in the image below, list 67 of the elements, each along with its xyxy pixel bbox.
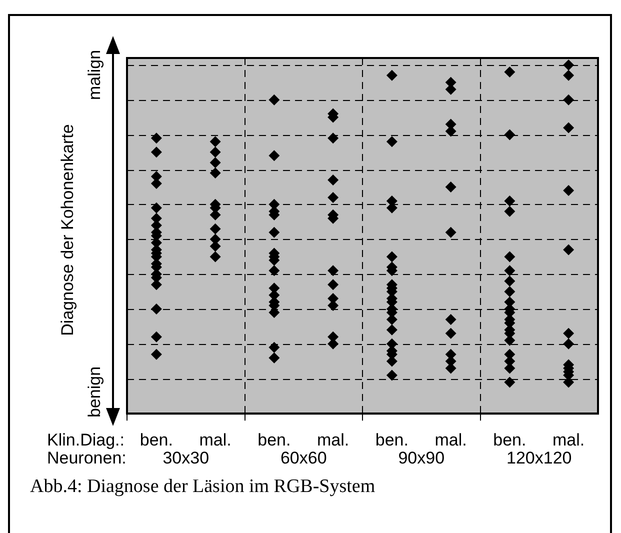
point <box>504 265 516 276</box>
point <box>563 328 574 339</box>
text: 30x30 <box>162 448 210 468</box>
point <box>504 251 516 262</box>
point <box>445 226 456 238</box>
point <box>210 136 221 148</box>
point <box>268 265 280 276</box>
point <box>386 370 398 381</box>
point <box>268 94 280 106</box>
x-tick-label: ben. <box>375 430 408 450</box>
point <box>563 122 574 134</box>
point <box>268 150 280 162</box>
text: 60x60 <box>280 448 327 468</box>
point <box>328 265 339 276</box>
point <box>150 146 162 158</box>
point <box>563 244 574 256</box>
point <box>386 70 398 81</box>
point <box>563 59 574 70</box>
point <box>150 348 162 360</box>
x-tick-label: mal. <box>317 430 350 450</box>
point <box>328 132 339 144</box>
point <box>150 331 162 342</box>
text: Klin.Diag.: <box>47 430 124 450</box>
point <box>328 192 339 203</box>
y-axis-title: Diagnose der Kohonenkarte <box>58 124 78 336</box>
point <box>386 324 398 336</box>
point <box>563 94 574 106</box>
text: Neuronen: <box>47 448 126 468</box>
point <box>268 226 280 238</box>
point <box>445 181 456 192</box>
point <box>268 342 280 353</box>
point <box>268 352 280 364</box>
point <box>563 70 574 81</box>
x-tick-label: mal. <box>434 430 467 450</box>
point <box>563 184 574 196</box>
x-tick-label: ben. <box>493 430 526 450</box>
point <box>150 132 162 144</box>
point <box>150 202 162 214</box>
point <box>210 168 221 179</box>
x-tick-label: mal. <box>199 430 232 450</box>
point <box>150 304 162 315</box>
point <box>563 338 574 350</box>
point <box>504 206 516 217</box>
point <box>504 129 516 140</box>
text: 90x90 <box>398 448 445 468</box>
text: malign <box>85 50 105 100</box>
point <box>210 157 221 168</box>
point <box>328 279 339 290</box>
caption: Abb.4: Diagnose der Läsion im RGB-System <box>30 476 376 498</box>
x-tick-label: ben. <box>258 430 291 450</box>
x-tick-label: ben. <box>140 430 173 450</box>
point <box>445 328 456 339</box>
point <box>504 66 516 78</box>
text: benign <box>85 366 105 418</box>
point <box>328 174 339 186</box>
point <box>504 286 516 298</box>
point <box>210 251 221 262</box>
point <box>386 251 398 262</box>
point <box>386 136 398 148</box>
x-tick-label: mal. <box>552 430 585 450</box>
point <box>504 195 516 206</box>
point <box>504 276 516 287</box>
text: 120x120 <box>506 448 572 468</box>
point <box>504 376 516 388</box>
point <box>210 223 221 234</box>
point <box>210 146 221 158</box>
point <box>445 314 456 325</box>
